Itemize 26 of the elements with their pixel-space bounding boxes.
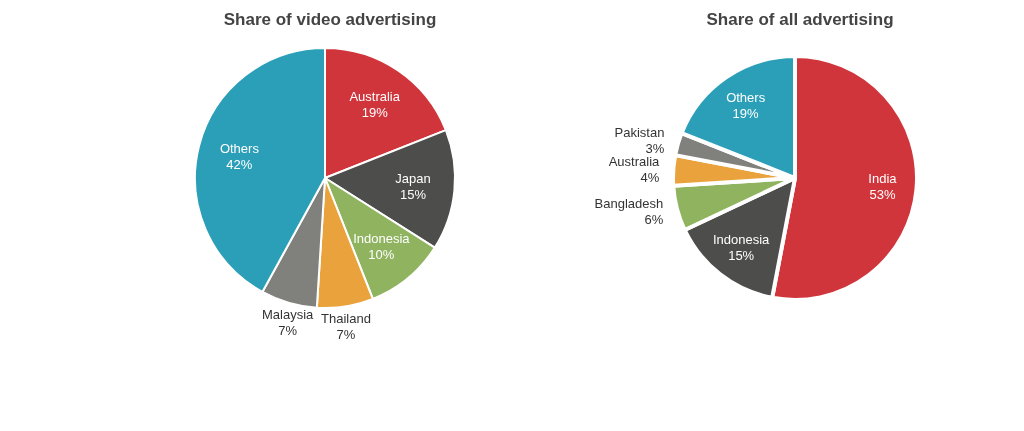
slice-label: Japan <box>395 170 431 186</box>
slice-label: Australia <box>608 153 661 169</box>
slice-label: Thailand <box>321 310 371 326</box>
slice-label: India <box>868 170 898 186</box>
slice-label: Australia <box>349 89 401 105</box>
data-label: 19% <box>732 105 760 121</box>
chart-title: Share of all advertising <box>706 10 894 29</box>
data-label: 53% <box>869 186 896 202</box>
data-label: 6% <box>644 212 664 228</box>
data-label: 3% <box>645 140 665 156</box>
data-label: 7% <box>278 323 298 339</box>
slice-label: Bangladesh <box>594 196 664 212</box>
slice-label: Others <box>219 140 260 156</box>
data-label: 15% <box>728 247 755 263</box>
data-label: 4% <box>640 169 660 185</box>
chart-title: Share of video advertising <box>223 10 437 29</box>
slice-label: Pakistan <box>614 124 665 140</box>
data-label: 7% <box>336 326 356 342</box>
slice-label: Indonesia <box>353 230 411 246</box>
data-label: 10% <box>368 246 395 262</box>
slice-label: Indonesia <box>712 231 771 247</box>
data-label: 15% <box>399 186 427 202</box>
slice-label: Others <box>726 89 766 105</box>
data-label: 42% <box>226 156 253 172</box>
slice-label: Malaysia <box>261 307 315 323</box>
data-label: 19% <box>361 105 389 121</box>
